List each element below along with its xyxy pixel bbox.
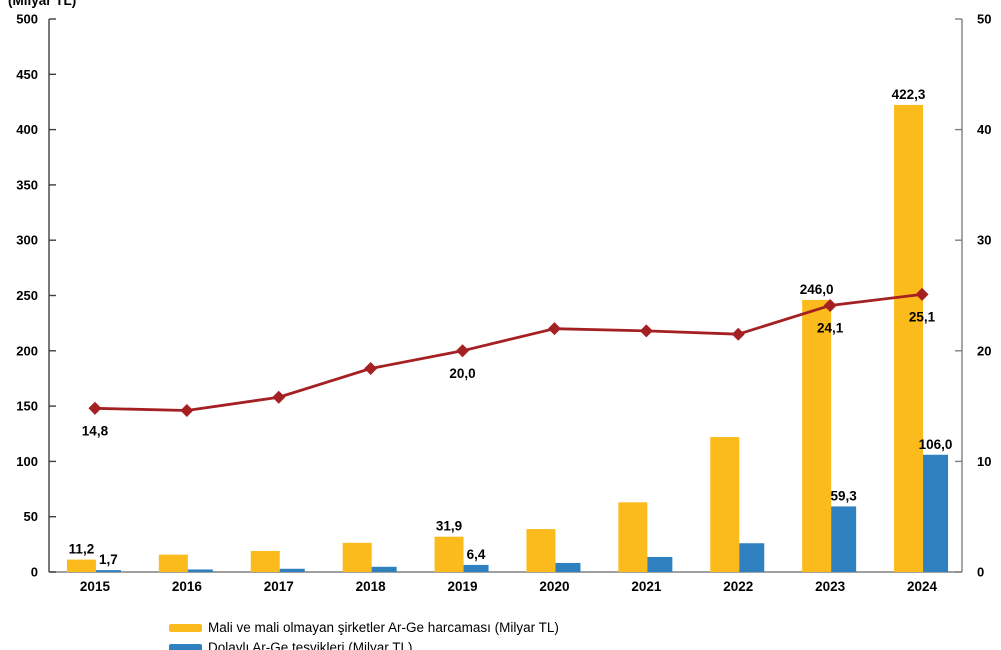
bar-arge-harcamasi-2018 [342,542,372,572]
data-label-oran-line: 20,0 [449,366,475,381]
legend-item-dolayli-tesvikler: Dolaylı Ar-Ge teşvikleri (Milyar TL) [169,641,559,650]
bar-dolayli-tesvikler-2017 [279,568,305,572]
bar-arge-harcamasi-2020 [526,529,556,572]
right-axis-tick-label: 40 [977,122,991,137]
trend-line [94,293,923,412]
left-axis-tick-label: 150 [16,399,38,414]
right-axis-tick-label: 10 [977,454,991,469]
bar-arge-harcamasi-2016 [158,554,188,572]
line-marker-diamond-2022 [731,327,745,341]
bar-dolayli-tesvikler-2018 [371,566,397,572]
x-axis-year-label: 2016 [172,579,203,594]
left-axis-tick-label: 400 [16,122,38,137]
left-axis-tick-label: 200 [16,343,38,358]
data-label-oran-line: 24,1 [817,320,844,335]
x-axis-year-label: 2021 [631,579,662,594]
left-axis-tick-label: 50 [24,509,38,524]
line-marker-diamond-2016 [180,404,194,418]
left-axis-tick-label: 450 [16,67,38,82]
legend: Mali ve mali olmayan şirketler Ar-Ge har… [169,621,559,650]
data-label-dolayli-tesvikler: 1,7 [99,552,118,567]
left-axis-tick-label: 300 [16,233,38,248]
legend-swatch-yellow [169,624,202,632]
data-label-dolayli-tesvikler: 59,3 [831,488,858,503]
right-axis-tick-label: 0 [977,565,984,580]
left-axis-tick-label: 350 [16,177,38,192]
data-label-oran-line: 14,8 [82,423,109,438]
data-label-arge-harcamasi: 11,2 [69,542,95,557]
x-axis-year-label: 2019 [448,579,478,594]
legend-swatch-blue [169,644,202,650]
line-marker-diamond-2018 [364,361,378,376]
x-axis-year-label: 2017 [264,579,294,594]
line-series-oran-line [88,287,929,418]
legend-item-arge-harcamasi: Mali ve mali olmayan şirketler Ar-Ge har… [169,621,559,635]
bar-arge-harcamasi-2021 [618,502,648,572]
bar-arge-harcamasi-2019 [434,536,464,572]
bar-dolayli-tesvikler-2022 [739,543,765,572]
data-label-oran-line: 25,1 [909,309,936,324]
x-axis-year-label: 2022 [723,579,753,594]
x-axis-year-label: 2024 [907,579,938,594]
line-marker-diamond-2021 [639,324,653,338]
data-label-arge-harcamasi: 422,3 [892,87,926,102]
legend-label-dolayli-tesvikler: Dolaylı Ar-Ge teşvikleri (Milyar TL) [208,640,413,650]
left-axis-tick-label: 0 [31,565,38,580]
right-axis-tick-label: 20 [977,343,991,358]
left-axis-tick-label: 100 [16,454,38,469]
left-axis-tick-label: 250 [16,288,38,303]
bar-arge-harcamasi-2017 [250,550,280,572]
bar-dolayli-tesvikler-2020 [555,562,581,572]
data-label-arge-harcamasi: 31,9 [436,519,462,534]
bar-dolayli-tesvikler-2016 [187,569,213,572]
left-axis-title: (Milyar TL) [8,0,77,8]
data-label-dolayli-tesvikler: 6,4 [467,547,486,562]
bar-arge-harcamasi-2022 [710,437,740,572]
bar-dolayli-tesvikler-2024 [923,454,949,572]
bar-series-dolayli-tesvikler [95,454,949,572]
bar-arge-harcamasi-2023 [802,299,832,572]
x-axis-year-label: 2020 [539,579,569,594]
line-marker-diamond-2017 [272,390,286,404]
bar-dolayli-tesvikler-2023 [831,506,857,572]
x-axis-year-label: 2015 [80,579,111,594]
line-marker-diamond-2024 [915,287,929,301]
left-axis-tick-label: 500 [16,12,38,27]
right-axis-tick-label: 30 [977,233,991,248]
data-label-arge-harcamasi: 246,0 [800,282,834,297]
data-label-dolayli-tesvikler: 106,0 [919,437,953,452]
bar-arge-harcamasi-2015 [66,559,96,572]
bar-series-arge-harcamasi [66,104,924,572]
legend-label-arge-harcamasi: Mali ve mali olmayan şirketler Ar-Ge har… [208,620,559,635]
bar-arge-harcamasi-2024 [894,104,924,572]
x-axis-year-label: 2023 [815,579,846,594]
line-marker-diamond-2020 [547,322,561,336]
right-axis-tick-label: 50 [977,12,991,27]
line-marker-diamond-2015 [88,401,102,415]
bar-dolayli-tesvikler-2015 [95,570,121,572]
bar-dolayli-tesvikler-2021 [647,556,673,572]
x-axis-year-label: 2018 [356,579,387,594]
bar-dolayli-tesvikler-2019 [463,564,489,572]
line-marker-diamond-2023 [823,298,837,312]
line-marker-diamond-2019 [456,344,470,358]
